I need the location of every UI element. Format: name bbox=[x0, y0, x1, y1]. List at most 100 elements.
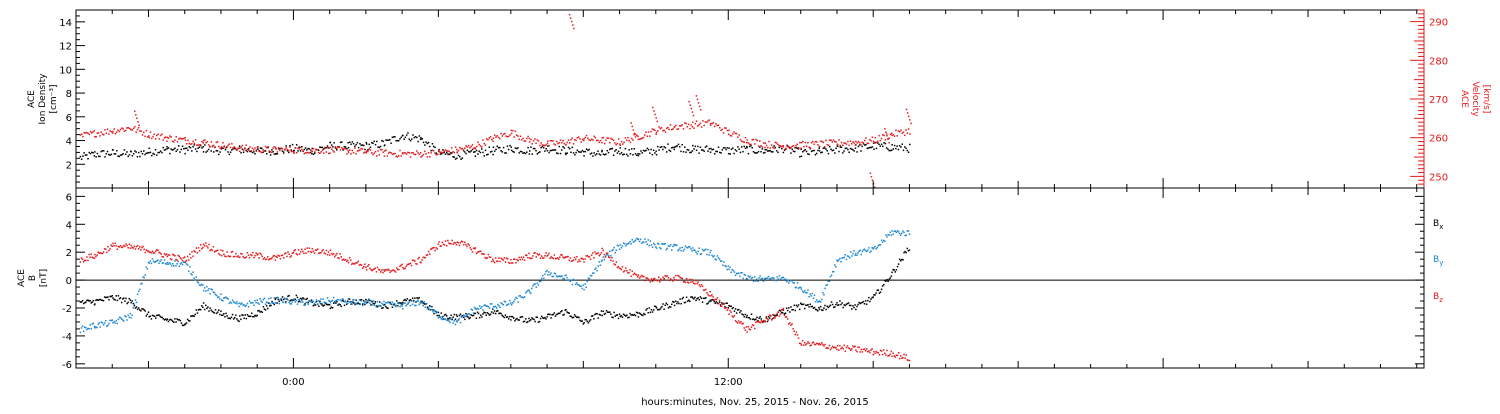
density-point bbox=[483, 155, 485, 157]
density-point bbox=[825, 148, 827, 150]
bfield-point bbox=[786, 309, 789, 312]
bfield-point bbox=[183, 256, 186, 258]
bfield-point bbox=[573, 314, 576, 316]
bfield-series-x bbox=[79, 247, 911, 327]
velocity-point bbox=[486, 138, 488, 140]
bfield-point bbox=[683, 280, 686, 283]
density-point bbox=[499, 146, 501, 149]
velocity-point bbox=[166, 136, 169, 139]
bfield-point bbox=[304, 248, 306, 251]
density-point bbox=[330, 144, 333, 146]
density-point bbox=[689, 151, 691, 154]
bfield-point bbox=[427, 306, 430, 309]
bfield-point bbox=[805, 304, 807, 307]
bfield-point bbox=[635, 311, 638, 314]
bfield-point bbox=[139, 288, 141, 291]
velocity-point bbox=[347, 151, 350, 154]
bfield-point bbox=[748, 276, 751, 279]
density-point bbox=[289, 144, 291, 147]
bfield-point bbox=[290, 255, 293, 257]
velocity-point bbox=[599, 139, 602, 142]
bfield-point bbox=[598, 254, 601, 257]
bfield-point bbox=[113, 244, 115, 247]
velocity-point bbox=[181, 138, 184, 140]
bfield-point bbox=[298, 253, 301, 255]
bfield-point bbox=[414, 304, 416, 307]
velocity-point bbox=[835, 141, 837, 143]
bfield-point bbox=[424, 303, 427, 305]
density-point bbox=[460, 158, 462, 160]
bfield-point bbox=[460, 240, 463, 243]
velocity-point bbox=[335, 147, 338, 150]
bfield-point bbox=[218, 309, 220, 311]
bfield-point bbox=[840, 303, 842, 306]
bfield-point bbox=[338, 302, 340, 305]
velocity-point bbox=[153, 133, 156, 136]
velocity-point bbox=[528, 137, 531, 140]
density-point bbox=[574, 154, 576, 156]
velocity-point bbox=[585, 134, 588, 137]
bfield-point bbox=[548, 271, 550, 273]
bfield-point bbox=[873, 247, 875, 249]
bfield-point bbox=[199, 308, 202, 311]
bfield-point bbox=[201, 283, 203, 286]
bfield-point bbox=[319, 301, 321, 304]
bfield-point bbox=[581, 320, 583, 322]
velocity-point bbox=[249, 146, 251, 148]
bfield-point bbox=[788, 323, 790, 325]
bfield-point bbox=[181, 263, 184, 266]
density-point bbox=[108, 153, 110, 156]
density-point bbox=[840, 146, 843, 149]
density-point bbox=[135, 151, 137, 153]
velocity-point bbox=[220, 146, 223, 148]
velocity-point bbox=[262, 149, 264, 151]
bfield-point bbox=[760, 318, 763, 320]
density-point bbox=[581, 149, 584, 152]
bfield-point bbox=[673, 278, 676, 281]
bfield-point bbox=[763, 320, 766, 322]
bfield-point bbox=[142, 276, 144, 278]
bfield-point bbox=[840, 347, 842, 350]
bfield-point bbox=[826, 347, 828, 349]
bfield-point bbox=[523, 320, 526, 323]
bfield-point bbox=[494, 257, 497, 259]
bfield-point bbox=[730, 311, 732, 314]
bfield-point bbox=[386, 307, 388, 309]
density-point bbox=[828, 145, 831, 148]
velocity-point bbox=[654, 113, 656, 116]
bfield-point bbox=[809, 293, 811, 295]
density-point bbox=[691, 150, 694, 152]
bfield-point bbox=[554, 257, 557, 260]
bfield-point bbox=[676, 302, 678, 305]
density-point bbox=[590, 152, 593, 154]
bfield-point bbox=[315, 300, 318, 303]
bfield-point bbox=[802, 303, 805, 305]
bfield-point bbox=[487, 312, 490, 315]
velocity-point bbox=[813, 143, 815, 145]
velocity-point bbox=[801, 140, 804, 143]
velocity-point bbox=[392, 153, 395, 155]
bfield-point bbox=[674, 244, 677, 246]
density-point bbox=[724, 146, 726, 149]
bfield-point bbox=[791, 280, 793, 282]
bfield-point bbox=[556, 276, 559, 278]
bfield-point bbox=[108, 322, 110, 325]
density-point bbox=[431, 143, 434, 145]
bfield-point bbox=[812, 297, 815, 300]
density-point bbox=[559, 152, 562, 155]
velocity-point bbox=[489, 136, 492, 138]
density-point bbox=[862, 143, 865, 145]
density-point bbox=[174, 147, 176, 149]
bfield-point bbox=[690, 248, 692, 250]
density-point bbox=[801, 150, 804, 153]
bfield-point bbox=[213, 251, 216, 253]
velocity-point bbox=[598, 141, 601, 144]
bfield-point bbox=[882, 283, 885, 286]
bfield-point bbox=[291, 299, 294, 301]
bfield-point bbox=[409, 262, 412, 265]
bfield-point bbox=[555, 275, 558, 277]
velocity-point bbox=[223, 145, 225, 147]
bfield-point bbox=[150, 251, 153, 254]
bfield-point bbox=[776, 312, 778, 315]
bfield-point bbox=[131, 314, 133, 317]
